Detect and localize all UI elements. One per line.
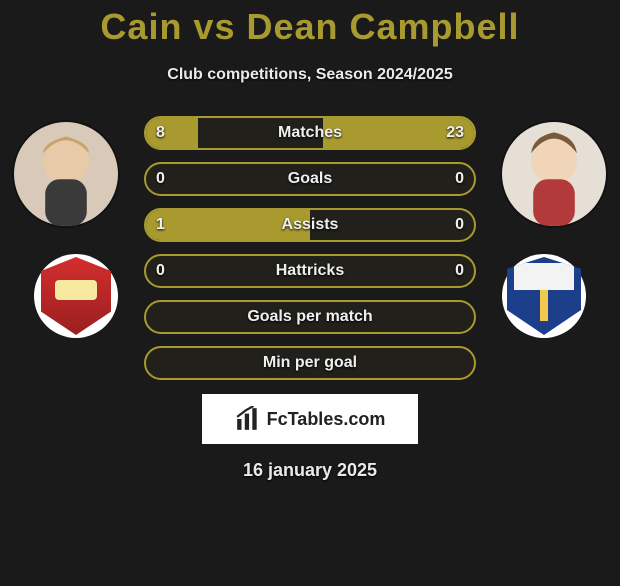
stat-right-value: 0: [455, 170, 464, 188]
club-right-logo: [502, 254, 586, 338]
stat-left-value: 0: [156, 262, 165, 280]
stat-left-value: 8: [156, 124, 165, 142]
brand-text: FcTables.com: [267, 409, 386, 430]
stat-row-matches: 8 Matches 23: [144, 116, 476, 150]
stat-right-value: 0: [455, 216, 464, 234]
stat-right-value: 0: [455, 262, 464, 280]
stat-left-value: 1: [156, 216, 165, 234]
stat-bars: 8 Matches 23 0 Goals 0 1 Assists 0: [144, 116, 476, 392]
player-left-avatar: [14, 122, 118, 226]
stat-row-goals-per-match: Goals per match: [144, 300, 476, 334]
stat-right-value: 23: [446, 124, 464, 142]
stat-label: Goals: [288, 170, 332, 188]
stat-row-min-per-goal: Min per goal: [144, 346, 476, 380]
stat-row-hattricks: 0 Hattricks 0: [144, 254, 476, 288]
comparison-area: 8 Matches 23 0 Goals 0 1 Assists 0: [8, 116, 612, 384]
stat-left-value: 0: [156, 170, 165, 188]
stat-label: Hattricks: [276, 262, 344, 280]
stat-label: Matches: [278, 124, 342, 142]
stat-label: Assists: [282, 216, 339, 234]
season-subtitle: Club competitions, Season 2024/2025: [8, 66, 612, 84]
stat-row-goals: 0 Goals 0: [144, 162, 476, 196]
date-label: 16 january 2025: [8, 460, 612, 481]
stat-row-assists: 1 Assists 0: [144, 208, 476, 242]
stat-label: Min per goal: [263, 354, 357, 372]
stat-fill-left: [146, 118, 198, 148]
brand-logo: FcTables.com: [202, 394, 418, 444]
stat-label: Goals per match: [247, 308, 372, 326]
club-left-logo: [34, 254, 118, 338]
player-right-avatar: [502, 122, 606, 226]
page-title: Cain vs Dean Campbell: [8, 6, 612, 48]
chart-icon: [235, 406, 261, 432]
